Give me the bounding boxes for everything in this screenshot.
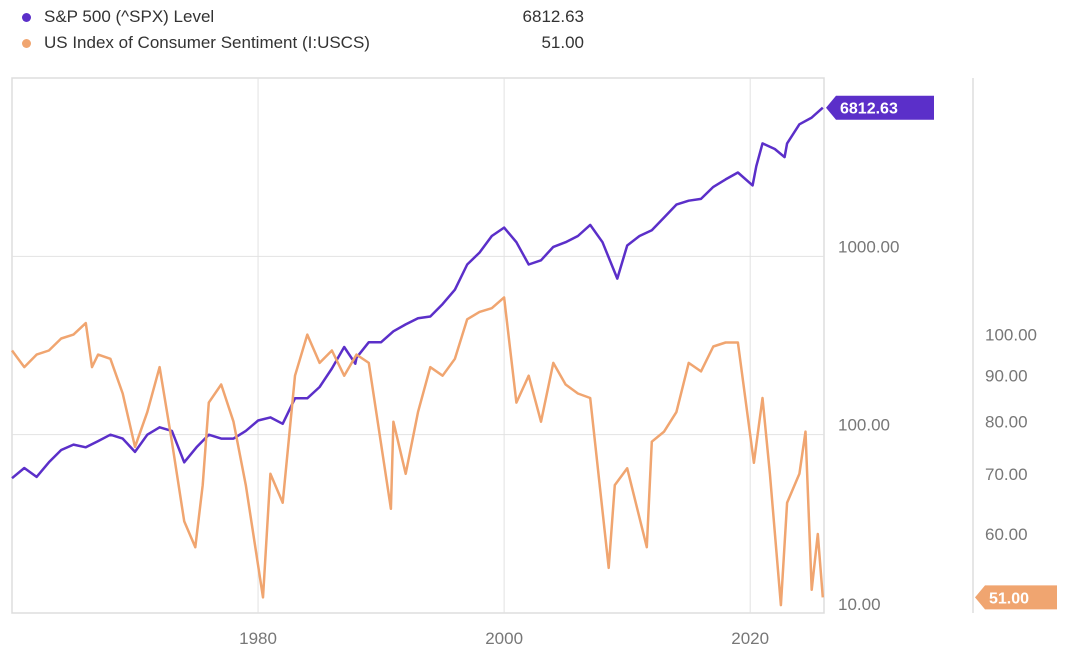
left-axis-tick-label: 1000.00 — [838, 237, 899, 256]
right-axis-tick-label: 60.00 — [985, 525, 1028, 544]
sentiment-last-value-flag — [975, 585, 1057, 610]
left-axis-tick-label: 100.00 — [838, 416, 890, 435]
spx-line — [11, 106, 824, 480]
right-axis-tick-label: 100.00 — [985, 326, 1037, 345]
left-axis-tick-label: 10.00 — [838, 595, 881, 614]
legend-value: 6812.63 — [522, 7, 584, 26]
spx-last-value-flag — [826, 95, 934, 120]
spx-last-value-label: 6812.63 — [840, 101, 898, 118]
legend-item-uscs[interactable]: US Index of Consumer Sentiment (I:USCS) … — [22, 30, 584, 56]
x-tick-label: 2020 — [731, 629, 769, 648]
right-axis-tick-label: 90.00 — [985, 367, 1028, 386]
legend-value: 51.00 — [541, 33, 584, 52]
legend-name: S&P 500 (^SPX) Level — [44, 7, 215, 26]
right-axis-tick-label: 80.00 — [985, 413, 1028, 432]
legend-name: US Index of Consumer Sentiment (I:USCS) — [44, 33, 370, 52]
legend-item-spx[interactable]: S&P 500 (^SPX) Level 6812.63 — [22, 4, 584, 30]
legend: S&P 500 (^SPX) Level 6812.63 US Index of… — [22, 4, 584, 56]
x-tick-label: 1980 — [239, 629, 277, 648]
sentiment-last-value-label: 51.00 — [989, 590, 1029, 607]
spx-dot-icon — [22, 12, 31, 22]
uscs-dot-icon — [22, 38, 31, 48]
x-tick-label: 2000 — [485, 629, 523, 648]
plot-frame — [11, 77, 825, 614]
right-axis-tick-label: 70.00 — [985, 465, 1028, 484]
sentiment-line — [10, 296, 825, 607]
